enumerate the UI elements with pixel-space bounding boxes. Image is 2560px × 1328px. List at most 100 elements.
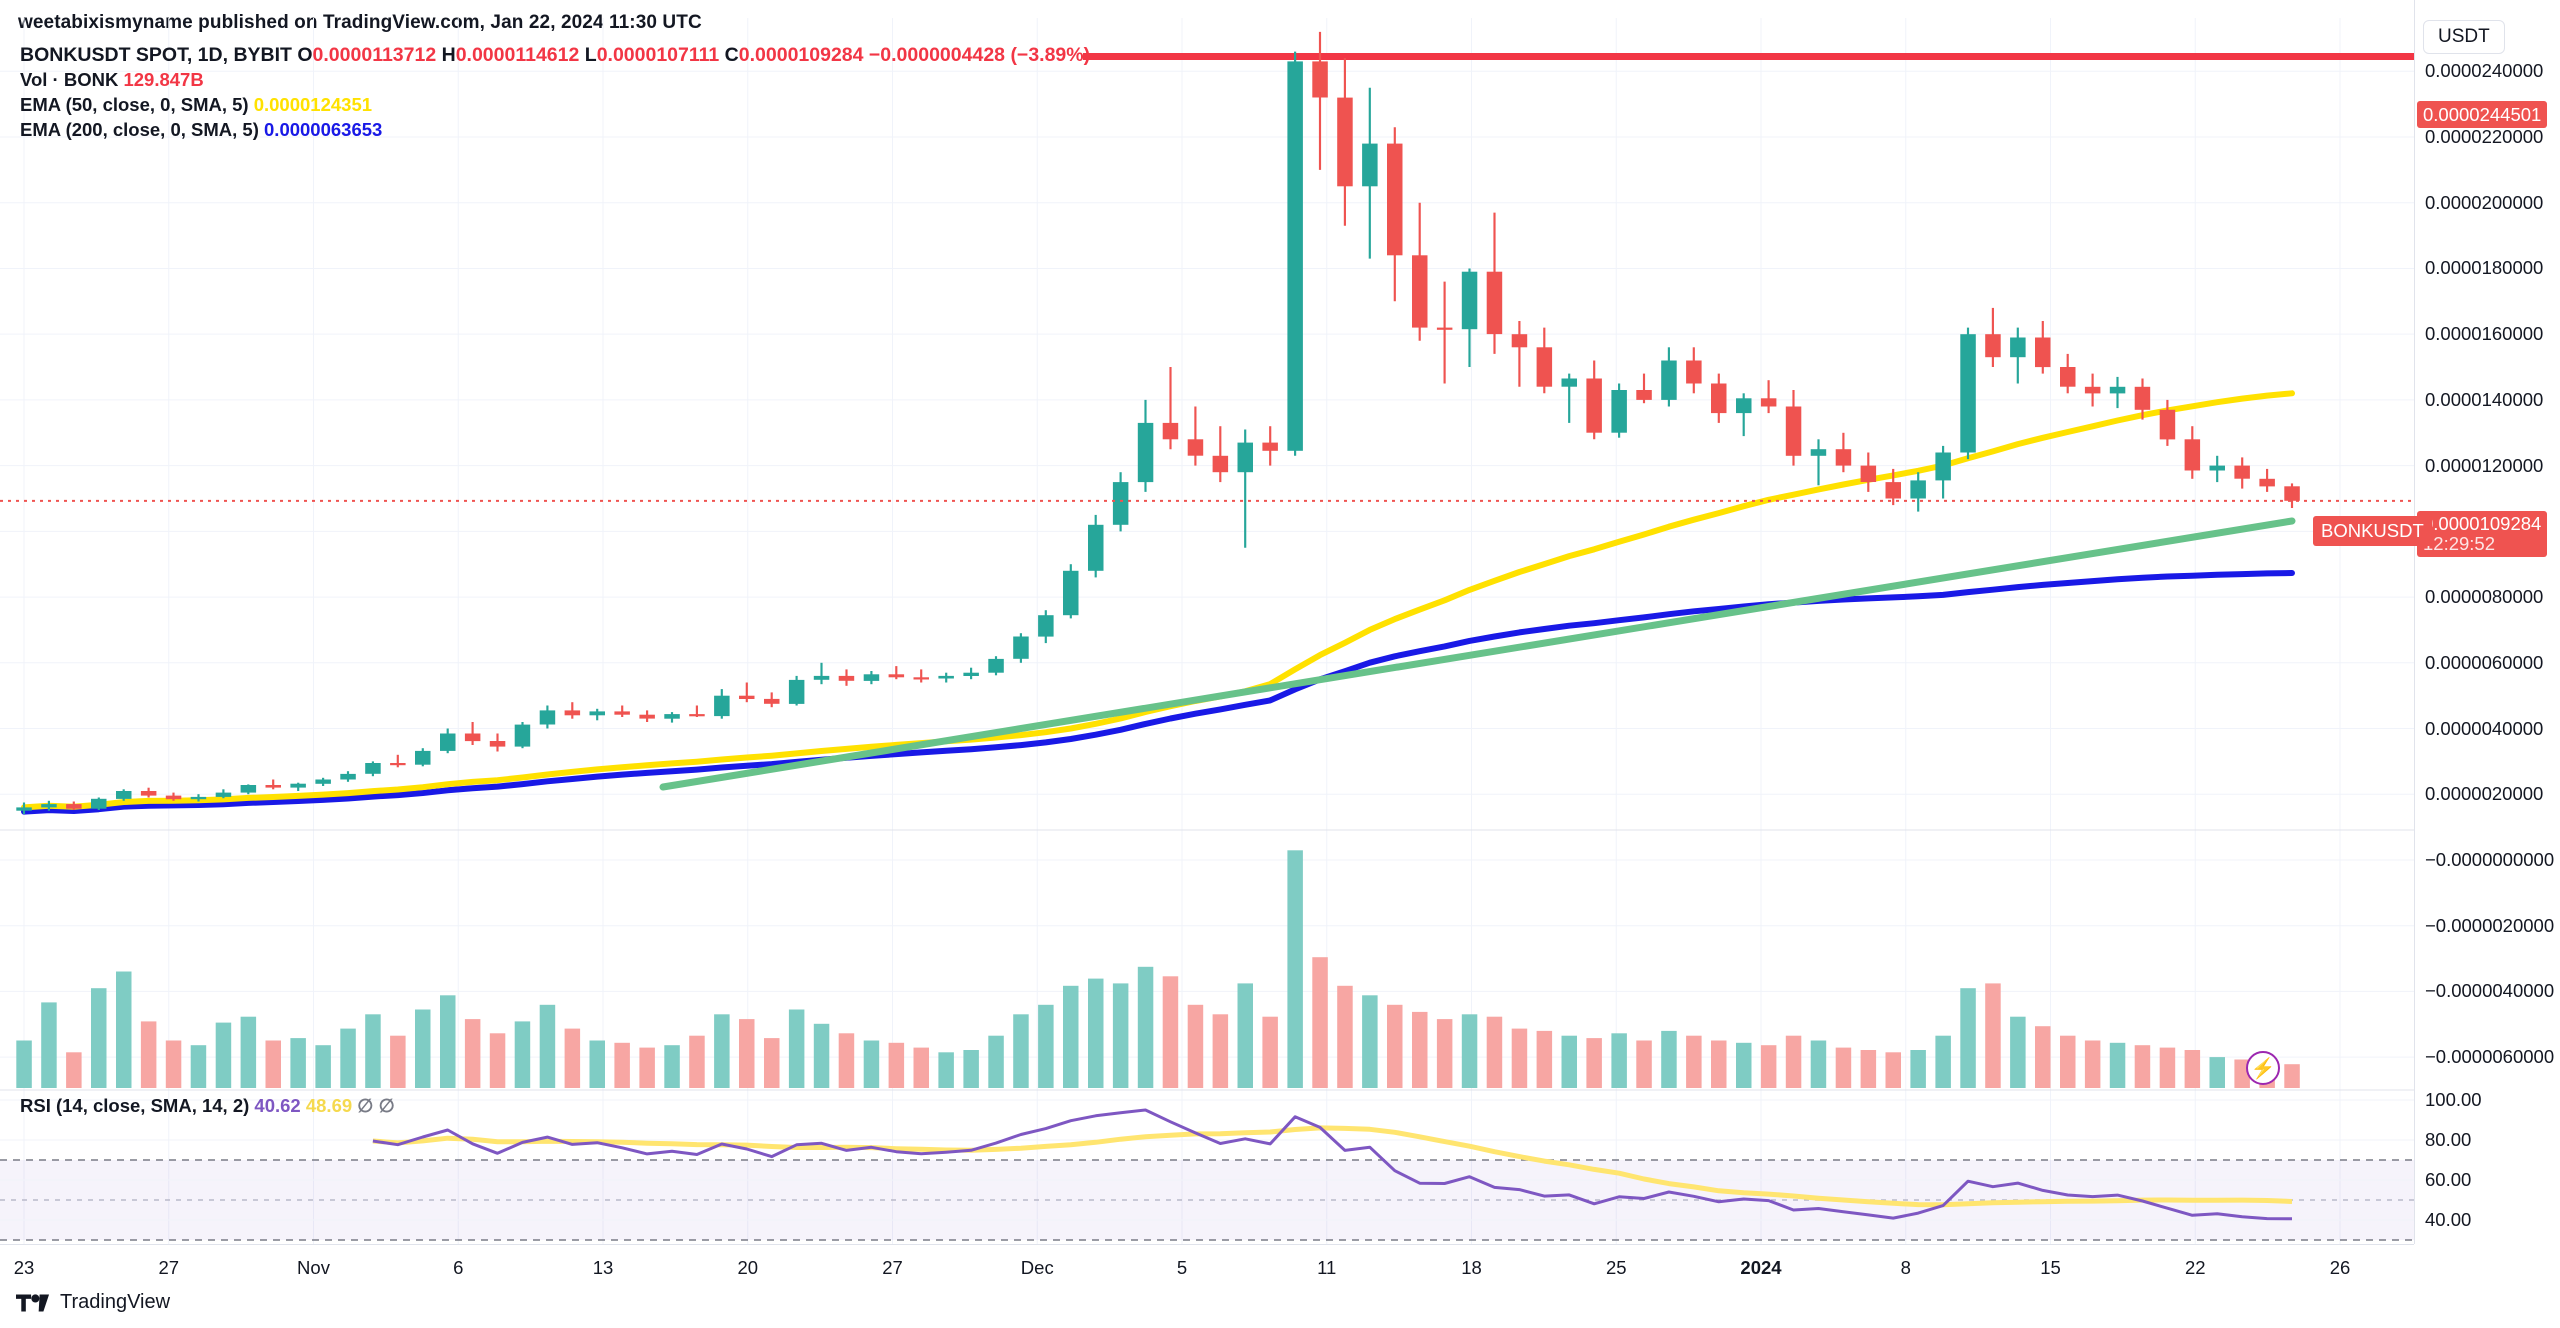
candle-body	[714, 695, 730, 717]
legend-symbol[interactable]: BONKUSDT SPOT, 1D, BYBIT	[20, 44, 292, 66]
candle-body	[415, 750, 431, 765]
volume-bar	[464, 1019, 481, 1088]
price-tick-label: 0.0000220000	[2425, 126, 2544, 147]
candle-body	[1212, 455, 1229, 473]
candle-body	[1636, 390, 1652, 400]
volume-bar	[1038, 1004, 1054, 1088]
volume-bar	[1187, 1004, 1204, 1088]
legend-volume-row[interactable]: Vol · BONK 129.847B	[20, 69, 1090, 91]
legend-high-value: 0.0000114612	[455, 44, 580, 66]
time-axis[interactable]: 23 27 Nov 6 13 20 27 Dec 5 11 18 25 2024 8 15 22 26	[0, 1244, 2414, 1288]
candle-body	[1711, 383, 1727, 414]
volume-bar	[1910, 1050, 1926, 1088]
volume-bar	[315, 1045, 331, 1088]
volume-bar	[190, 1045, 207, 1088]
candle-body	[1785, 406, 1802, 456]
candle-body	[1461, 271, 1478, 330]
volume-bar	[1835, 1047, 1852, 1088]
volume-bar	[1112, 983, 1129, 1088]
candle-body	[66, 804, 82, 809]
volume-bar	[1586, 1038, 1602, 1088]
candle-body	[1436, 327, 1453, 330]
price-tick-label: 0.0000240000	[2425, 60, 2544, 82]
candle-body	[2209, 465, 2225, 471]
volume-bar	[1137, 966, 1154, 1088]
legend-close-label: C	[724, 44, 739, 66]
symbol-price-tag[interactable]: BONKUSDT	[2313, 516, 2432, 546]
candle-body	[664, 714, 680, 719]
volume-bar	[1312, 957, 1328, 1088]
volume-bar	[938, 1052, 954, 1088]
time-tick-label: 27	[882, 1257, 903, 1278]
volume-bar	[788, 1009, 805, 1088]
candle-body	[1835, 449, 1852, 466]
legend-ohlc-row[interactable]: BONKUSDT SPOT, 1D, BYBIT O0.0000113712 H…	[20, 44, 1090, 66]
legend-ema200-row[interactable]: EMA (200, close, 0, SMA, 5) 0.0000063653	[20, 119, 1090, 141]
candle-body	[1586, 378, 1602, 433]
volume-bar	[1860, 1050, 1877, 1088]
price-tick-label: −0.0000040000	[2425, 980, 2555, 1002]
volume-bar	[2010, 1016, 2026, 1088]
lightning-bolt-icon[interactable]: ⚡	[2246, 1051, 2280, 1085]
candle-body	[1511, 334, 1528, 348]
volume-bar	[963, 1050, 979, 1088]
currency-chip[interactable]: USDT	[2423, 20, 2505, 54]
price-tick-label: −0.0000000000	[2425, 848, 2555, 870]
current-price-badge[interactable]: 0.0000109284 12:29:52	[2417, 511, 2548, 557]
candle-body	[1262, 442, 1278, 451]
volume-bar	[1436, 1019, 1453, 1088]
resistance-price-badge[interactable]: 0.0000244501	[2417, 101, 2548, 128]
volume-bar	[1536, 1030, 1553, 1088]
candle-body	[1387, 143, 1403, 256]
volume-bar	[888, 1042, 905, 1088]
candle-body	[838, 675, 855, 681]
volume-bar	[415, 1009, 431, 1088]
volume-bar	[1237, 983, 1253, 1088]
candle-body	[1910, 480, 1926, 499]
chart-plot-area[interactable]	[0, 0, 2414, 1244]
rsi-legend-label: RSI (14, close, SMA, 14, 2)	[20, 1095, 250, 1116]
candle-body	[1412, 255, 1428, 328]
candle-body	[1860, 465, 1877, 482]
time-tick-label: 26	[2329, 1257, 2351, 1278]
time-tick-label: 18	[1461, 1257, 1482, 1278]
candle-body	[913, 677, 929, 680]
candle-body	[440, 733, 456, 751]
volume-bar	[41, 1002, 57, 1088]
volume-bar	[2209, 1057, 2225, 1088]
volume-bar	[1212, 1014, 1229, 1088]
legend-low-value: 0.0000107111	[596, 44, 720, 66]
volume-bar	[390, 1035, 406, 1088]
volume-bar	[1636, 1040, 1652, 1088]
candle-body	[1088, 524, 1104, 571]
volume-bar	[290, 1038, 306, 1088]
candle-body	[165, 795, 182, 800]
candle-body	[2010, 337, 2026, 358]
candle-body	[1536, 347, 1553, 387]
trendline-annotation[interactable]	[659, 517, 2296, 791]
time-tick-label: 11	[1317, 1257, 1337, 1278]
rsi-legend[interactable]: RSI (14, close, SMA, 14, 2) 40.62 48.69 …	[20, 1095, 395, 1117]
time-tick-label: 27	[158, 1257, 180, 1278]
volume-bar	[66, 1052, 82, 1088]
volume-bar	[16, 1040, 32, 1088]
time-tick-label: 8	[1900, 1257, 1911, 1278]
volume-bar	[365, 1014, 381, 1088]
legend-ema50-row[interactable]: EMA (50, close, 0, SMA, 5) 0.0000124351	[20, 94, 1090, 116]
candle-body	[464, 733, 481, 742]
candle-body	[91, 798, 107, 809]
candle-body	[1486, 271, 1503, 335]
volume-bar	[1337, 985, 1353, 1088]
volume-bar	[1760, 1045, 1777, 1088]
candle-body	[589, 711, 605, 716]
volume-bar	[1985, 983, 2001, 1088]
time-tick-label: 15	[2040, 1257, 2061, 1278]
price-axis[interactable]: USDT 0.0000240000 0.0000220000 0.000020000…	[2414, 0, 2560, 1244]
volume-bar	[116, 971, 132, 1088]
volume-bar	[240, 1016, 257, 1088]
candle-body	[215, 792, 232, 797]
price-tick-label: −0.0000060000	[2425, 1046, 2555, 1068]
volume-bar	[1686, 1035, 1702, 1088]
legend-change-percent: (−3.89%)	[1010, 44, 1091, 66]
